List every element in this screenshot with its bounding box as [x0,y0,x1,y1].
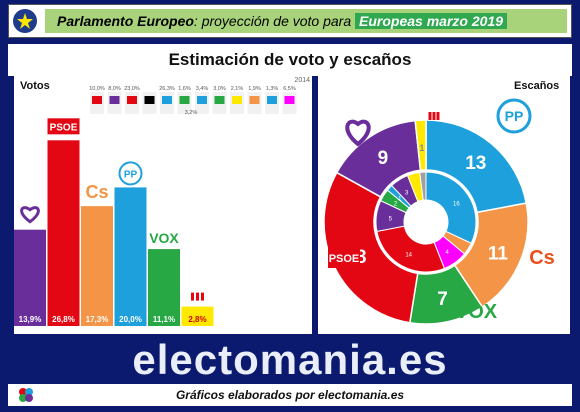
subtitle-bar: Estimación de voto y escaños [8,44,572,76]
seats-value-label: 9 [378,148,389,169]
inset-year-label: 2014 [294,77,310,84]
footer-bar: Gráficos elaborados por electomania.es [8,384,572,406]
bar-cs [81,206,113,326]
inset-logo-icon [214,96,225,104]
seats-value-label: 1 [419,143,424,153]
podemos-heart-icon [345,119,371,147]
seats-title: Escaños [514,80,560,92]
footer-text: Gráficos elaborados por electomania.es [175,388,405,402]
compromis-logo-icon [432,112,436,120]
vox-logo-text: VOX [149,230,179,246]
seats-value-label: 13 [465,153,486,174]
bar-pp [114,187,147,326]
psoe-logo-icon [47,118,80,135]
inset-logo-icon [179,96,190,104]
cs-logo-text: Cs [529,247,555,269]
seats-2014-label: 3 [405,191,409,197]
eu-star-icon [13,9,37,33]
electomania-logo-icon [18,387,34,403]
inset-logo-icon [162,96,172,104]
seats-2014-slice [419,171,427,201]
pp-logo-text: PP [505,108,524,124]
inset-logo-icon [127,96,137,104]
inset-logo-icon [92,96,102,104]
psoe-logo-text: PSOE [50,122,78,133]
inset-logo-icon [232,96,242,104]
pp-logo-icon [118,161,143,186]
inset-value-label: 1,9% [248,86,261,92]
bar-value-label: 20,0% [119,315,142,324]
inset-value-label: 23,0% [124,86,140,92]
subtitle: Estimación de voto y escaños [168,50,412,69]
brand-text: electomania.es [132,336,448,383]
header-title-mid: : proyección de voto para [193,13,356,29]
inset-value-label: 6,5% [283,86,296,92]
seats-2014-label: 4 [445,250,449,256]
bar-podemos [14,229,46,326]
inset-extra-label: 3,2% [185,110,198,116]
bar-value-label: 2,8% [188,315,206,324]
compromis-logo-icon [191,292,194,301]
inset-value-label: 1,3% [266,86,279,92]
pp-logo-text: PP [124,169,138,180]
bar-psoe [47,140,80,326]
seats-2014-label: 1 [398,196,402,202]
bar-vox [148,249,180,326]
inset-logo-icon [144,96,155,104]
seats-2014-label: 14 [405,253,412,259]
header-title: Parlamento Europeo: proyección de voto p… [57,13,507,29]
seats-slice-pp [425,119,528,214]
seats-value-label: 11 [488,243,509,264]
seats-slice-compromís [414,119,427,172]
inset-2014-chart: 10,0% 8,0% 23,0% 26,3% 1,6% 3,4% 3,0% 2,1% 1,9% 1… [89,77,310,116]
inset-logo-icon [109,96,120,104]
votes-panel: Votos 10,0% 8,0% 23,0% 26,3% 1,6% 3,4% 3,0% 2,1… [14,72,312,334]
compromis-logo-icon [196,292,199,301]
pp-logo-icon [496,98,532,134]
seats-slice-psoe [323,171,419,324]
bar-value-label: 13,9% [19,315,42,324]
inset-value-label: 8,0% [108,86,121,92]
seats-panel: Escaños 131171891164145213PPCsVOXPSOE [318,72,570,334]
header-title-bold: Parlamento Europeo [57,13,194,29]
inset-logo-icon [284,96,295,104]
bar-value-label: 17,3% [86,315,109,324]
votes-bar-chart: 13,9% 26,8% 17,3% 20,0% 11,1% 2,8% PSOE Cs PP VOX [14,118,214,326]
header-title-highlight: Europeas marzo 2019 [355,13,507,29]
inset-value-label: 26,3% [159,86,175,92]
podemos-heart-icon [20,206,40,224]
inset-value-label: 3,4% [196,86,209,92]
cs-logo-text: Cs [85,182,108,202]
bar-value-label: 11,1% [153,315,175,324]
header-bar: Parlamento Europeo: proyección de voto p… [8,4,572,38]
psoe-logo-icon [328,246,360,268]
inset-value-label: 1,6% [178,86,191,92]
inset-value-label: 2,1% [231,86,244,92]
bar-compromís [181,306,214,326]
inset-logo-icon [249,96,260,104]
seats-2014-slice [425,171,477,244]
seats-2014-slice [376,225,446,273]
seats-2014-label: 5 [389,216,393,222]
bar-value-label: 26,8% [52,315,75,324]
inset-logo-icon [197,96,207,104]
votes-title: Votos [20,80,50,92]
compromis-logo-icon [428,112,432,120]
seats-2014-label: 2 [394,202,398,208]
compromis-logo-icon [436,112,440,120]
seats-donut-chart: 131171891164145213PPCsVOXPSOE [323,98,555,325]
inset-value-label: 3,0% [213,86,226,92]
compromis-logo-icon [201,292,204,301]
seats-value-label: 7 [437,289,448,310]
inset-value-label: 10,0% [89,86,105,92]
seats-2014-label: 16 [453,202,460,208]
psoe-logo-text: PSOE [329,253,360,265]
vox-logo-text: VOX [455,301,498,323]
inset-logo-icon [267,96,277,104]
